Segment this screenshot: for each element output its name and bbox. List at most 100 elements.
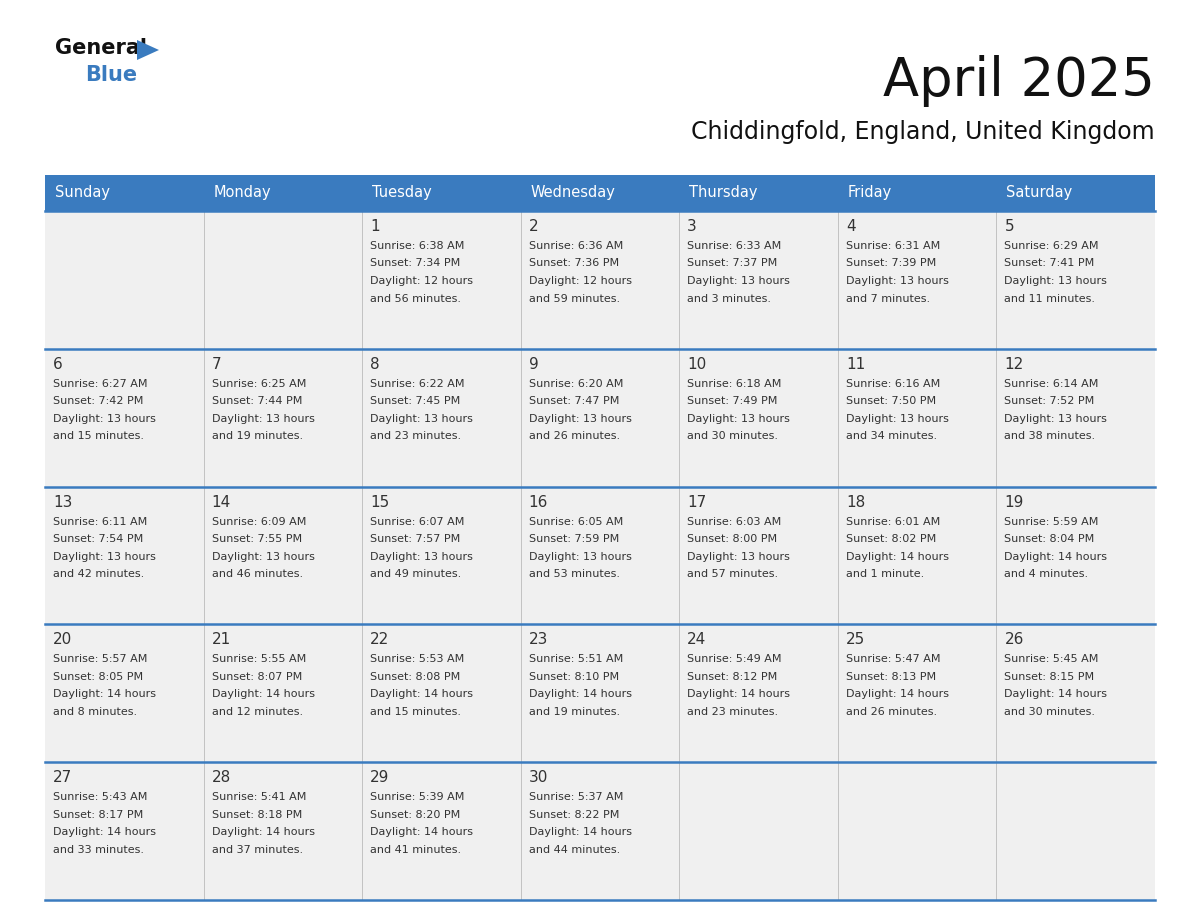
Text: Daylight: 14 hours: Daylight: 14 hours [529,689,632,700]
Text: Daylight: 13 hours: Daylight: 13 hours [371,414,473,424]
Text: Sunrise: 6:22 AM: Sunrise: 6:22 AM [371,379,465,389]
Bar [680,211,838,349]
Text: 16: 16 [529,495,548,509]
Text: Sunset: 7:49 PM: Sunset: 7:49 PM [688,397,778,407]
Text: Daylight: 13 hours: Daylight: 13 hours [53,414,156,424]
Bar [838,175,997,211]
Text: Sunrise: 6:29 AM: Sunrise: 6:29 AM [1004,241,1099,251]
Text: Thursday: Thursday [689,185,758,200]
Text: 19: 19 [1004,495,1024,509]
Text: and 33 minutes.: and 33 minutes. [53,845,144,855]
Text: Sunrise: 6:14 AM: Sunrise: 6:14 AM [1004,379,1099,389]
Bar [520,211,680,349]
Text: Sunrise: 6:03 AM: Sunrise: 6:03 AM [688,517,782,527]
Text: Daylight: 13 hours: Daylight: 13 hours [688,414,790,424]
Text: and 23 minutes.: and 23 minutes. [371,431,461,442]
Text: and 7 minutes.: and 7 minutes. [846,294,930,304]
Text: and 56 minutes.: and 56 minutes. [371,294,461,304]
Text: Sunset: 8:12 PM: Sunset: 8:12 PM [688,672,777,682]
Text: Daylight: 13 hours: Daylight: 13 hours [529,552,632,562]
Text: and 11 minutes.: and 11 minutes. [1004,294,1095,304]
Text: 21: 21 [211,633,230,647]
Bar [838,349,997,487]
Text: and 15 minutes.: and 15 minutes. [53,431,144,442]
Text: Sunset: 8:02 PM: Sunset: 8:02 PM [846,534,936,544]
Text: Sunday: Sunday [55,185,110,200]
Bar [680,624,838,762]
Text: Sunset: 7:57 PM: Sunset: 7:57 PM [371,534,461,544]
Text: and 38 minutes.: and 38 minutes. [1004,431,1095,442]
Bar [203,349,362,487]
Text: and 57 minutes.: and 57 minutes. [688,569,778,579]
Polygon shape [137,40,159,60]
Bar [203,487,362,624]
Text: Blue: Blue [86,65,137,85]
Bar [838,624,997,762]
Text: Sunset: 7:55 PM: Sunset: 7:55 PM [211,534,302,544]
Text: Sunset: 7:44 PM: Sunset: 7:44 PM [211,397,302,407]
Text: Daylight: 14 hours: Daylight: 14 hours [53,689,156,700]
Bar [203,762,362,900]
Text: 24: 24 [688,633,707,647]
Bar [520,487,680,624]
Text: Daylight: 13 hours: Daylight: 13 hours [688,552,790,562]
Bar [997,211,1155,349]
Text: and 8 minutes.: and 8 minutes. [53,707,137,717]
Text: Sunrise: 6:09 AM: Sunrise: 6:09 AM [211,517,307,527]
Text: Daylight: 13 hours: Daylight: 13 hours [1004,276,1107,286]
Bar [45,624,203,762]
Text: Sunrise: 6:38 AM: Sunrise: 6:38 AM [371,241,465,251]
Text: Sunset: 8:15 PM: Sunset: 8:15 PM [1004,672,1094,682]
Text: Sunset: 7:52 PM: Sunset: 7:52 PM [1004,397,1094,407]
Bar [45,175,203,211]
Text: Daylight: 14 hours: Daylight: 14 hours [371,689,473,700]
Bar [838,487,997,624]
Text: Wednesday: Wednesday [531,185,615,200]
Text: Sunset: 7:41 PM: Sunset: 7:41 PM [1004,259,1094,268]
Bar [203,175,362,211]
Text: Sunset: 7:54 PM: Sunset: 7:54 PM [53,534,144,544]
Text: Sunset: 8:22 PM: Sunset: 8:22 PM [529,810,619,820]
Text: Daylight: 13 hours: Daylight: 13 hours [688,276,790,286]
Text: and 41 minutes.: and 41 minutes. [371,845,461,855]
Text: Sunrise: 5:47 AM: Sunrise: 5:47 AM [846,655,941,665]
Text: Sunrise: 5:39 AM: Sunrise: 5:39 AM [371,792,465,802]
Text: Sunrise: 5:51 AM: Sunrise: 5:51 AM [529,655,623,665]
Text: 9: 9 [529,357,538,372]
Text: 25: 25 [846,633,865,647]
Bar [203,624,362,762]
Text: Daylight: 14 hours: Daylight: 14 hours [688,689,790,700]
Text: 20: 20 [53,633,72,647]
Text: Daylight: 12 hours: Daylight: 12 hours [529,276,632,286]
Text: Sunset: 8:17 PM: Sunset: 8:17 PM [53,810,144,820]
Text: Daylight: 13 hours: Daylight: 13 hours [529,414,632,424]
Text: 1: 1 [371,219,380,234]
Text: Daylight: 14 hours: Daylight: 14 hours [211,827,315,837]
Text: Sunrise: 5:57 AM: Sunrise: 5:57 AM [53,655,147,665]
Text: Sunrise: 5:49 AM: Sunrise: 5:49 AM [688,655,782,665]
Text: and 42 minutes.: and 42 minutes. [53,569,144,579]
Text: Daylight: 14 hours: Daylight: 14 hours [846,689,949,700]
Text: and 37 minutes.: and 37 minutes. [211,845,303,855]
Text: Sunrise: 6:07 AM: Sunrise: 6:07 AM [371,517,465,527]
Text: 10: 10 [688,357,707,372]
Bar [680,175,838,211]
Text: Sunset: 8:20 PM: Sunset: 8:20 PM [371,810,461,820]
Bar [997,175,1155,211]
Text: 8: 8 [371,357,380,372]
Text: Sunset: 8:05 PM: Sunset: 8:05 PM [53,672,143,682]
Text: Sunrise: 6:05 AM: Sunrise: 6:05 AM [529,517,623,527]
Text: Daylight: 14 hours: Daylight: 14 hours [211,689,315,700]
Text: Sunrise: 6:11 AM: Sunrise: 6:11 AM [53,517,147,527]
Text: 22: 22 [371,633,390,647]
Text: Sunset: 8:18 PM: Sunset: 8:18 PM [211,810,302,820]
Text: 4: 4 [846,219,855,234]
Text: and 59 minutes.: and 59 minutes. [529,294,620,304]
Text: and 46 minutes.: and 46 minutes. [211,569,303,579]
Text: Sunset: 7:34 PM: Sunset: 7:34 PM [371,259,461,268]
Text: Sunrise: 5:55 AM: Sunrise: 5:55 AM [211,655,305,665]
Text: 2: 2 [529,219,538,234]
Bar [362,211,520,349]
Bar [997,624,1155,762]
Text: General: General [55,38,147,58]
